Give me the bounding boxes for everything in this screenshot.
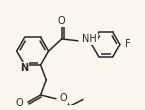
- Text: NH: NH: [82, 34, 97, 44]
- Text: F: F: [125, 39, 130, 49]
- Text: O: O: [59, 93, 67, 103]
- Text: O: O: [58, 16, 66, 26]
- Text: O: O: [15, 98, 23, 108]
- Text: N: N: [20, 63, 28, 73]
